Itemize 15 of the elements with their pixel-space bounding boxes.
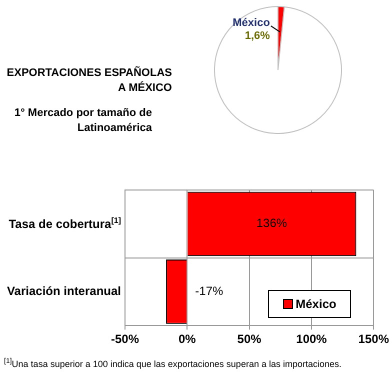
legend-label: México (296, 296, 336, 311)
text: $^{[1]}$Una tasa superior a 100 indica que las exportaciones superan a las importaciones. (4, 358, 342, 369)
x-tick-label: 50% (237, 332, 262, 346)
text: EXPORTACIONES ESPAÑOLAS A MÉXICO (6, 66, 172, 96)
data-label: 1,6% (244, 30, 270, 42)
data-label: 136% (256, 216, 288, 230)
x-tick-label: 0% (178, 332, 196, 346)
x-tick-label: 150% (358, 332, 390, 346)
text: 1° Mercado por tamaño de Latinoamérica (13, 106, 152, 136)
y-tick-label: Variación interanual (6, 284, 121, 298)
x-tick-label: 100% (296, 332, 328, 346)
y-tick-label: Tasa de cobertura$^{[1]}$ (8, 216, 121, 231)
x-tick-label: -50% (110, 332, 140, 346)
slice-label: México (232, 16, 270, 29)
data-label: -17% (195, 284, 224, 298)
